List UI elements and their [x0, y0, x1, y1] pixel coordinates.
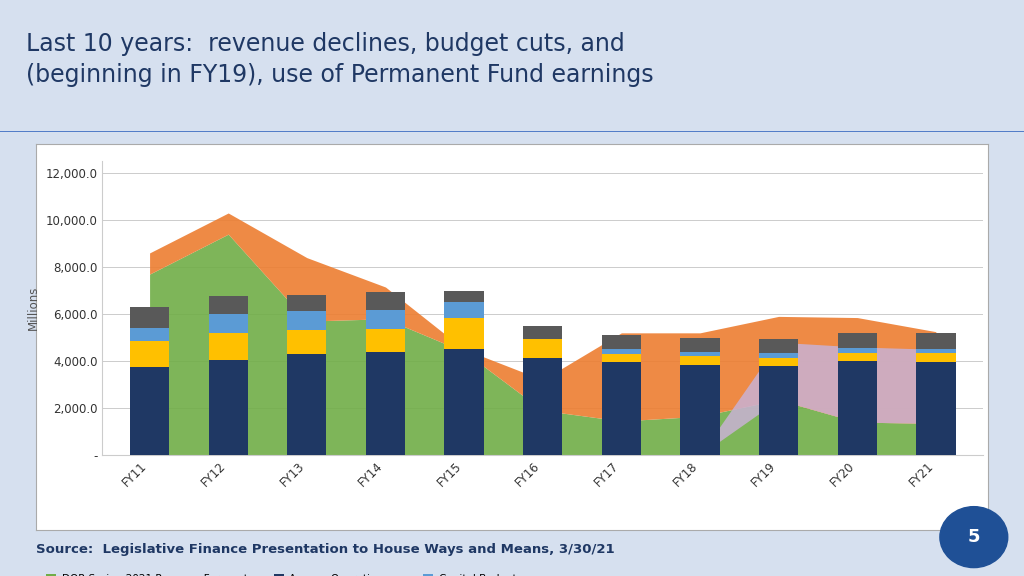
Bar	[759, 339, 799, 353]
Bar	[916, 353, 955, 362]
Bar	[287, 311, 327, 330]
Circle shape	[940, 507, 1008, 567]
Bar	[444, 349, 483, 455]
Bar	[130, 307, 169, 328]
Bar	[209, 333, 248, 360]
Bar	[366, 352, 406, 455]
Bar	[680, 365, 720, 455]
Bar	[838, 361, 877, 455]
Bar	[916, 334, 955, 348]
Bar	[838, 353, 877, 361]
Bar	[444, 302, 483, 317]
Bar	[916, 362, 955, 455]
Bar	[287, 330, 327, 354]
Bar	[523, 339, 562, 358]
Bar	[366, 292, 406, 310]
Bar	[680, 338, 720, 351]
Bar	[602, 349, 641, 354]
Bar	[287, 294, 327, 311]
Bar	[759, 366, 799, 455]
Bar	[130, 328, 169, 341]
Bar	[680, 351, 720, 357]
Bar	[287, 354, 327, 455]
Bar	[680, 357, 720, 365]
Legend: DOR Spring 2021 Revenue Forecast, PFD from ERA, Permanent Fund POMV, Agency Oper: DOR Spring 2021 Revenue Forecast, PFD fr…	[46, 574, 549, 576]
Bar	[130, 367, 169, 455]
Bar	[759, 358, 799, 366]
Bar	[602, 335, 641, 349]
Bar	[838, 348, 877, 353]
Bar	[759, 353, 799, 358]
Bar	[209, 297, 248, 314]
Text: Source:  Legislative Finance Presentation to House Ways and Means, 3/30/21: Source: Legislative Finance Presentation…	[36, 543, 614, 556]
Bar	[444, 317, 483, 349]
Y-axis label: Millions: Millions	[27, 286, 40, 331]
Bar	[209, 360, 248, 455]
Bar	[838, 333, 877, 348]
Bar	[209, 314, 248, 333]
Bar	[366, 328, 406, 352]
Bar	[444, 290, 483, 302]
Bar	[130, 341, 169, 367]
Bar	[523, 326, 562, 339]
Bar	[602, 362, 641, 455]
Text: 5: 5	[968, 528, 980, 546]
Text: Last 10 years:  revenue declines, budget cuts, and
(beginning in FY19), use of P: Last 10 years: revenue declines, budget …	[26, 32, 653, 87]
Bar	[602, 354, 641, 362]
Bar	[366, 310, 406, 328]
Bar	[523, 358, 562, 455]
Bar	[916, 348, 955, 353]
